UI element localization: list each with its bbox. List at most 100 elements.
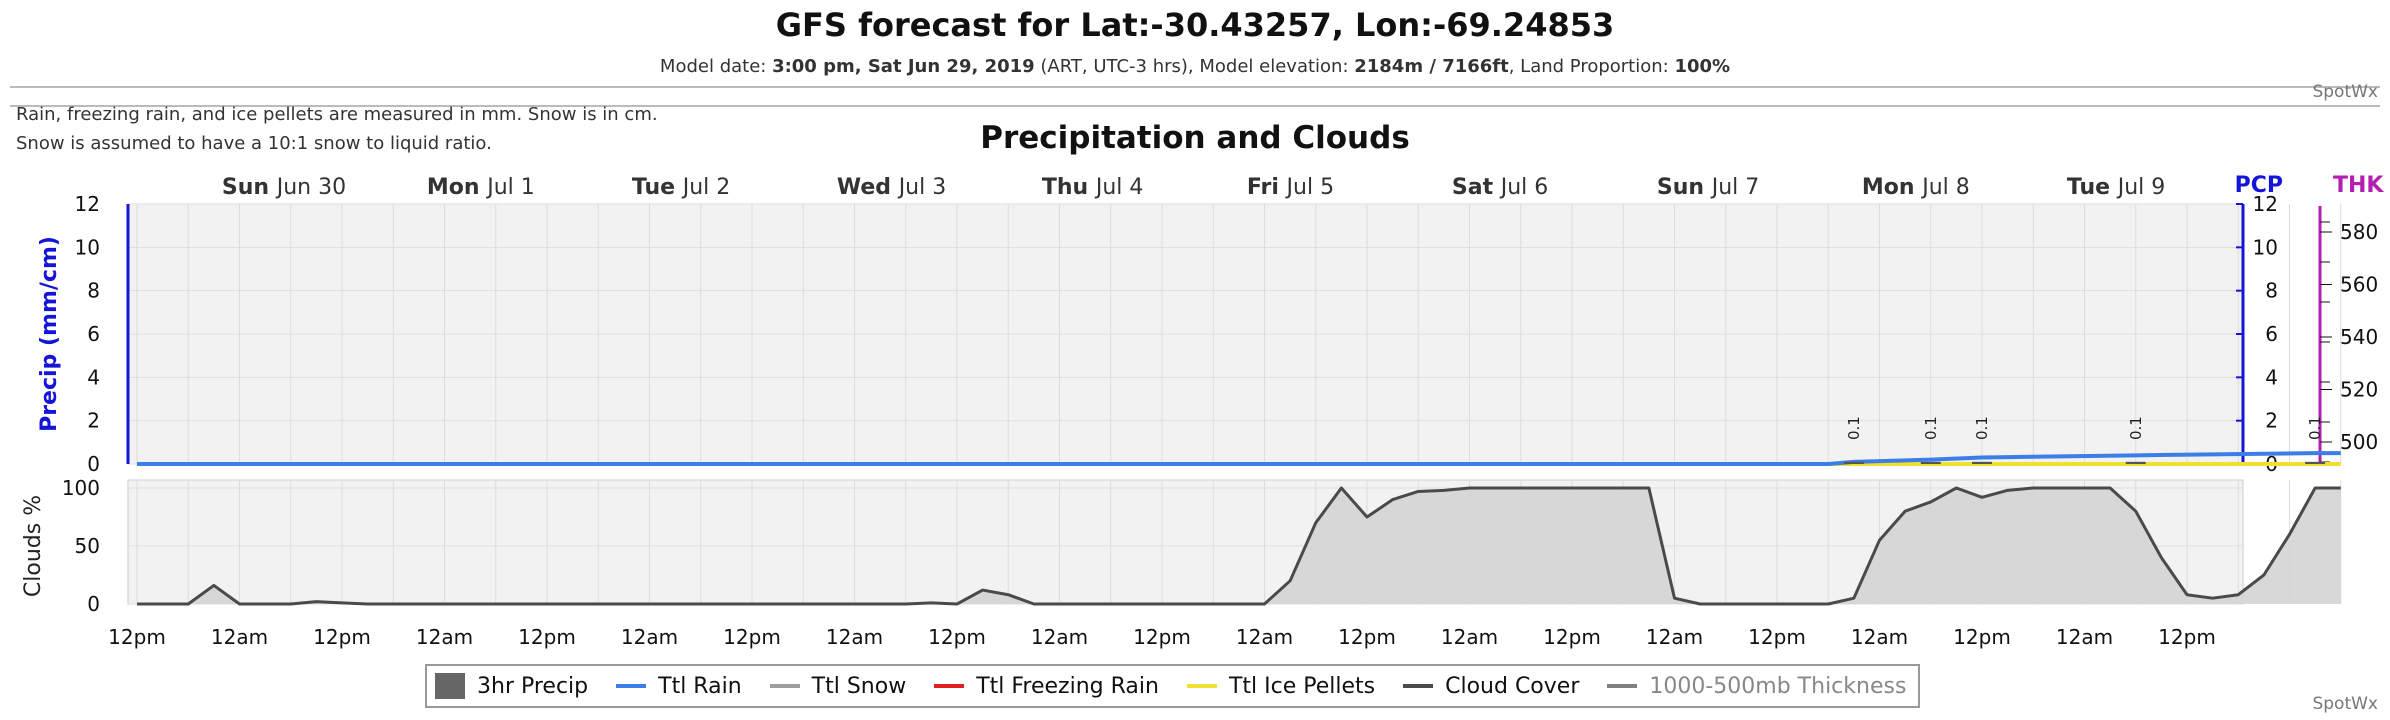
legend-label-cloud-cover: Cloud Cover bbox=[1445, 673, 1580, 699]
day-label: Mon Jul 8 bbox=[1862, 175, 1970, 200]
pcp-label: PCP bbox=[2235, 173, 2283, 198]
legend-cloud-cover[interactable]: Cloud Cover bbox=[1403, 674, 1579, 699]
legend-swatch-snow bbox=[769, 684, 800, 688]
precip-bar bbox=[1972, 461, 1992, 464]
day-label: Thu Jul 4 bbox=[1042, 175, 1144, 200]
elevation-label: (ART, UTC-3 hrs), Model elevation: bbox=[1034, 56, 1355, 77]
precip-ytick-right: 2 bbox=[2265, 409, 2278, 433]
precip-bar bbox=[2125, 461, 2146, 464]
legend-3hr-precip[interactable]: 3hr Precip bbox=[435, 673, 588, 699]
legend-swatch-thickness bbox=[1607, 684, 1638, 688]
legend-swatch-ice-pellets bbox=[1186, 684, 1217, 688]
legend-label-ice-pellets: Ttl Ice Pellets bbox=[1228, 673, 1376, 699]
day-label: Tue Jul 9 bbox=[2067, 175, 2165, 200]
time-tick-label: 12pm bbox=[723, 625, 781, 649]
time-tick-label: 12am bbox=[1441, 625, 1498, 649]
model-info: Model date: 3:00 pm, Sat Jun 29, 2019 (A… bbox=[0, 56, 2390, 77]
snow-ratio-note: Snow is assumed to have a 10:1 snow to l… bbox=[16, 133, 492, 154]
land-proportion-label: , Land Proportion: bbox=[1508, 56, 1675, 77]
legend-label-precip: 3hr Precip bbox=[477, 673, 589, 699]
thk-label: THK bbox=[2333, 173, 2384, 198]
time-tick-label: 12am bbox=[2056, 625, 2113, 649]
legend-ttl-snow[interactable]: Ttl Snow bbox=[769, 673, 907, 699]
legend-ttl-freezing-rain[interactable]: Ttl Freezing Rain bbox=[934, 674, 1159, 699]
precip-ytick-left: 10 bbox=[75, 235, 100, 259]
chart-legend: 3hr Precip Ttl Rain Ttl Snow Ttl Freezin… bbox=[425, 664, 1921, 708]
legend-swatch-cloud-cover bbox=[1403, 684, 1434, 688]
day-label: Sun Jul 7 bbox=[1657, 175, 1759, 200]
time-tick-label: 12pm bbox=[1133, 625, 1191, 649]
legend-label-snow: Ttl Snow bbox=[811, 673, 907, 699]
time-tick-label: 12pm bbox=[1748, 625, 1806, 649]
page-title: GFS forecast for Lat:-30.43257, Lon:-69.… bbox=[775, 6, 1615, 44]
time-tick-label: 12pm bbox=[1543, 625, 1601, 649]
precip-ytick-left: 2 bbox=[87, 409, 100, 433]
precip-bar-label: 0.1 bbox=[1922, 416, 1940, 440]
precip-bar bbox=[2305, 461, 2326, 464]
precip-ytick-left: 8 bbox=[87, 279, 100, 303]
thk-tick-label: 540 bbox=[2340, 325, 2378, 349]
model-date-label: Model date: bbox=[659, 56, 773, 77]
thk-tick-label: 500 bbox=[2340, 430, 2378, 454]
precip-ytick-left: 4 bbox=[87, 365, 100, 389]
brand-watermark-bottom: SpotWx bbox=[2312, 694, 2378, 714]
total-rain-line bbox=[137, 451, 2341, 466]
day-label: Mon Jul 1 bbox=[427, 175, 535, 200]
precip-bar-label: 0.1 bbox=[1845, 416, 1863, 440]
cloud-ytick: 50 bbox=[75, 534, 100, 558]
precip-bar-label: 0.1 bbox=[2127, 416, 2145, 440]
day-label: Fri Jul 5 bbox=[1247, 175, 1334, 200]
model-date: 3:00 pm, Sat Jun 29, 2019 bbox=[772, 56, 1035, 77]
time-tick-label: 12pm bbox=[2158, 625, 2216, 649]
thk-tick-label: 580 bbox=[2340, 220, 2378, 244]
thk-tick-label: 520 bbox=[2340, 378, 2378, 402]
time-tick-label: 12pm bbox=[1953, 625, 2011, 649]
precip-ytick-right: 10 bbox=[2253, 235, 2278, 259]
precip-bar bbox=[1920, 461, 1941, 464]
precip-axis-label: Precip (mm/cm) bbox=[37, 236, 62, 432]
precip-ytick-right: 6 bbox=[2265, 322, 2278, 346]
header-divider-top bbox=[10, 86, 2380, 88]
cloud-axis-label: Clouds % bbox=[21, 495, 46, 597]
legend-swatch-freezing-rain bbox=[934, 684, 965, 688]
time-tick-label: 12am bbox=[1646, 625, 1703, 649]
precip-ytick-right: 8 bbox=[2265, 279, 2278, 303]
time-tick-label: 12pm bbox=[1338, 625, 1396, 649]
day-label: Wed Jul 3 bbox=[837, 175, 946, 200]
legend-swatch-rain bbox=[616, 684, 647, 688]
time-tick-label: 12am bbox=[416, 625, 473, 649]
precip-ytick-left: 6 bbox=[87, 322, 100, 346]
legend-label-thickness: 1000-500mb Thickness bbox=[1649, 673, 1907, 699]
legend-thickness[interactable]: 1000-500mb Thickness bbox=[1607, 674, 1906, 699]
time-tick-label: 12pm bbox=[313, 625, 371, 649]
time-tick-label: 12am bbox=[621, 625, 678, 649]
brand-watermark-top: SpotWx bbox=[2312, 82, 2378, 102]
cloud-cover-line bbox=[137, 486, 2341, 606]
legend-ttl-ice-pellets[interactable]: Ttl Ice Pellets bbox=[1186, 673, 1376, 699]
day-label: Tue Jul 2 bbox=[632, 175, 730, 200]
time-tick-label: 12am bbox=[826, 625, 883, 649]
time-tick-label: 12pm bbox=[108, 625, 166, 649]
precip-bar bbox=[1843, 461, 1864, 464]
precip-ytick-left: 0 bbox=[87, 452, 100, 476]
legend-swatch-precip bbox=[435, 673, 465, 699]
day-label: Sat Jul 6 bbox=[1452, 175, 1548, 200]
precip-ytick-right: 4 bbox=[2265, 365, 2278, 389]
legend-ttl-rain[interactable]: Ttl Rain bbox=[616, 674, 742, 699]
time-tick-label: 12pm bbox=[928, 625, 986, 649]
legend-label-freezing-rain: Ttl Freezing Rain bbox=[976, 673, 1159, 699]
header-divider-bottom bbox=[10, 105, 2380, 107]
time-tick-label: 12am bbox=[1236, 625, 1293, 649]
day-label: Sun Jun 30 bbox=[222, 175, 346, 200]
cloud-ytick: 0 bbox=[87, 592, 100, 616]
precip-ytick-left: 12 bbox=[75, 192, 100, 216]
time-tick-label: 12am bbox=[1851, 625, 1908, 649]
model-elevation: 2184m / 7166ft bbox=[1354, 56, 1509, 77]
precip-bar-label: 0.1 bbox=[1973, 416, 1991, 440]
time-tick-label: 12am bbox=[1031, 625, 1088, 649]
cloud-cover-area bbox=[137, 488, 2341, 604]
precip-bar-label: 0.1 bbox=[2306, 416, 2324, 440]
legend-label-rain: Ttl Rain bbox=[658, 673, 742, 699]
time-tick-label: 12am bbox=[211, 625, 268, 649]
